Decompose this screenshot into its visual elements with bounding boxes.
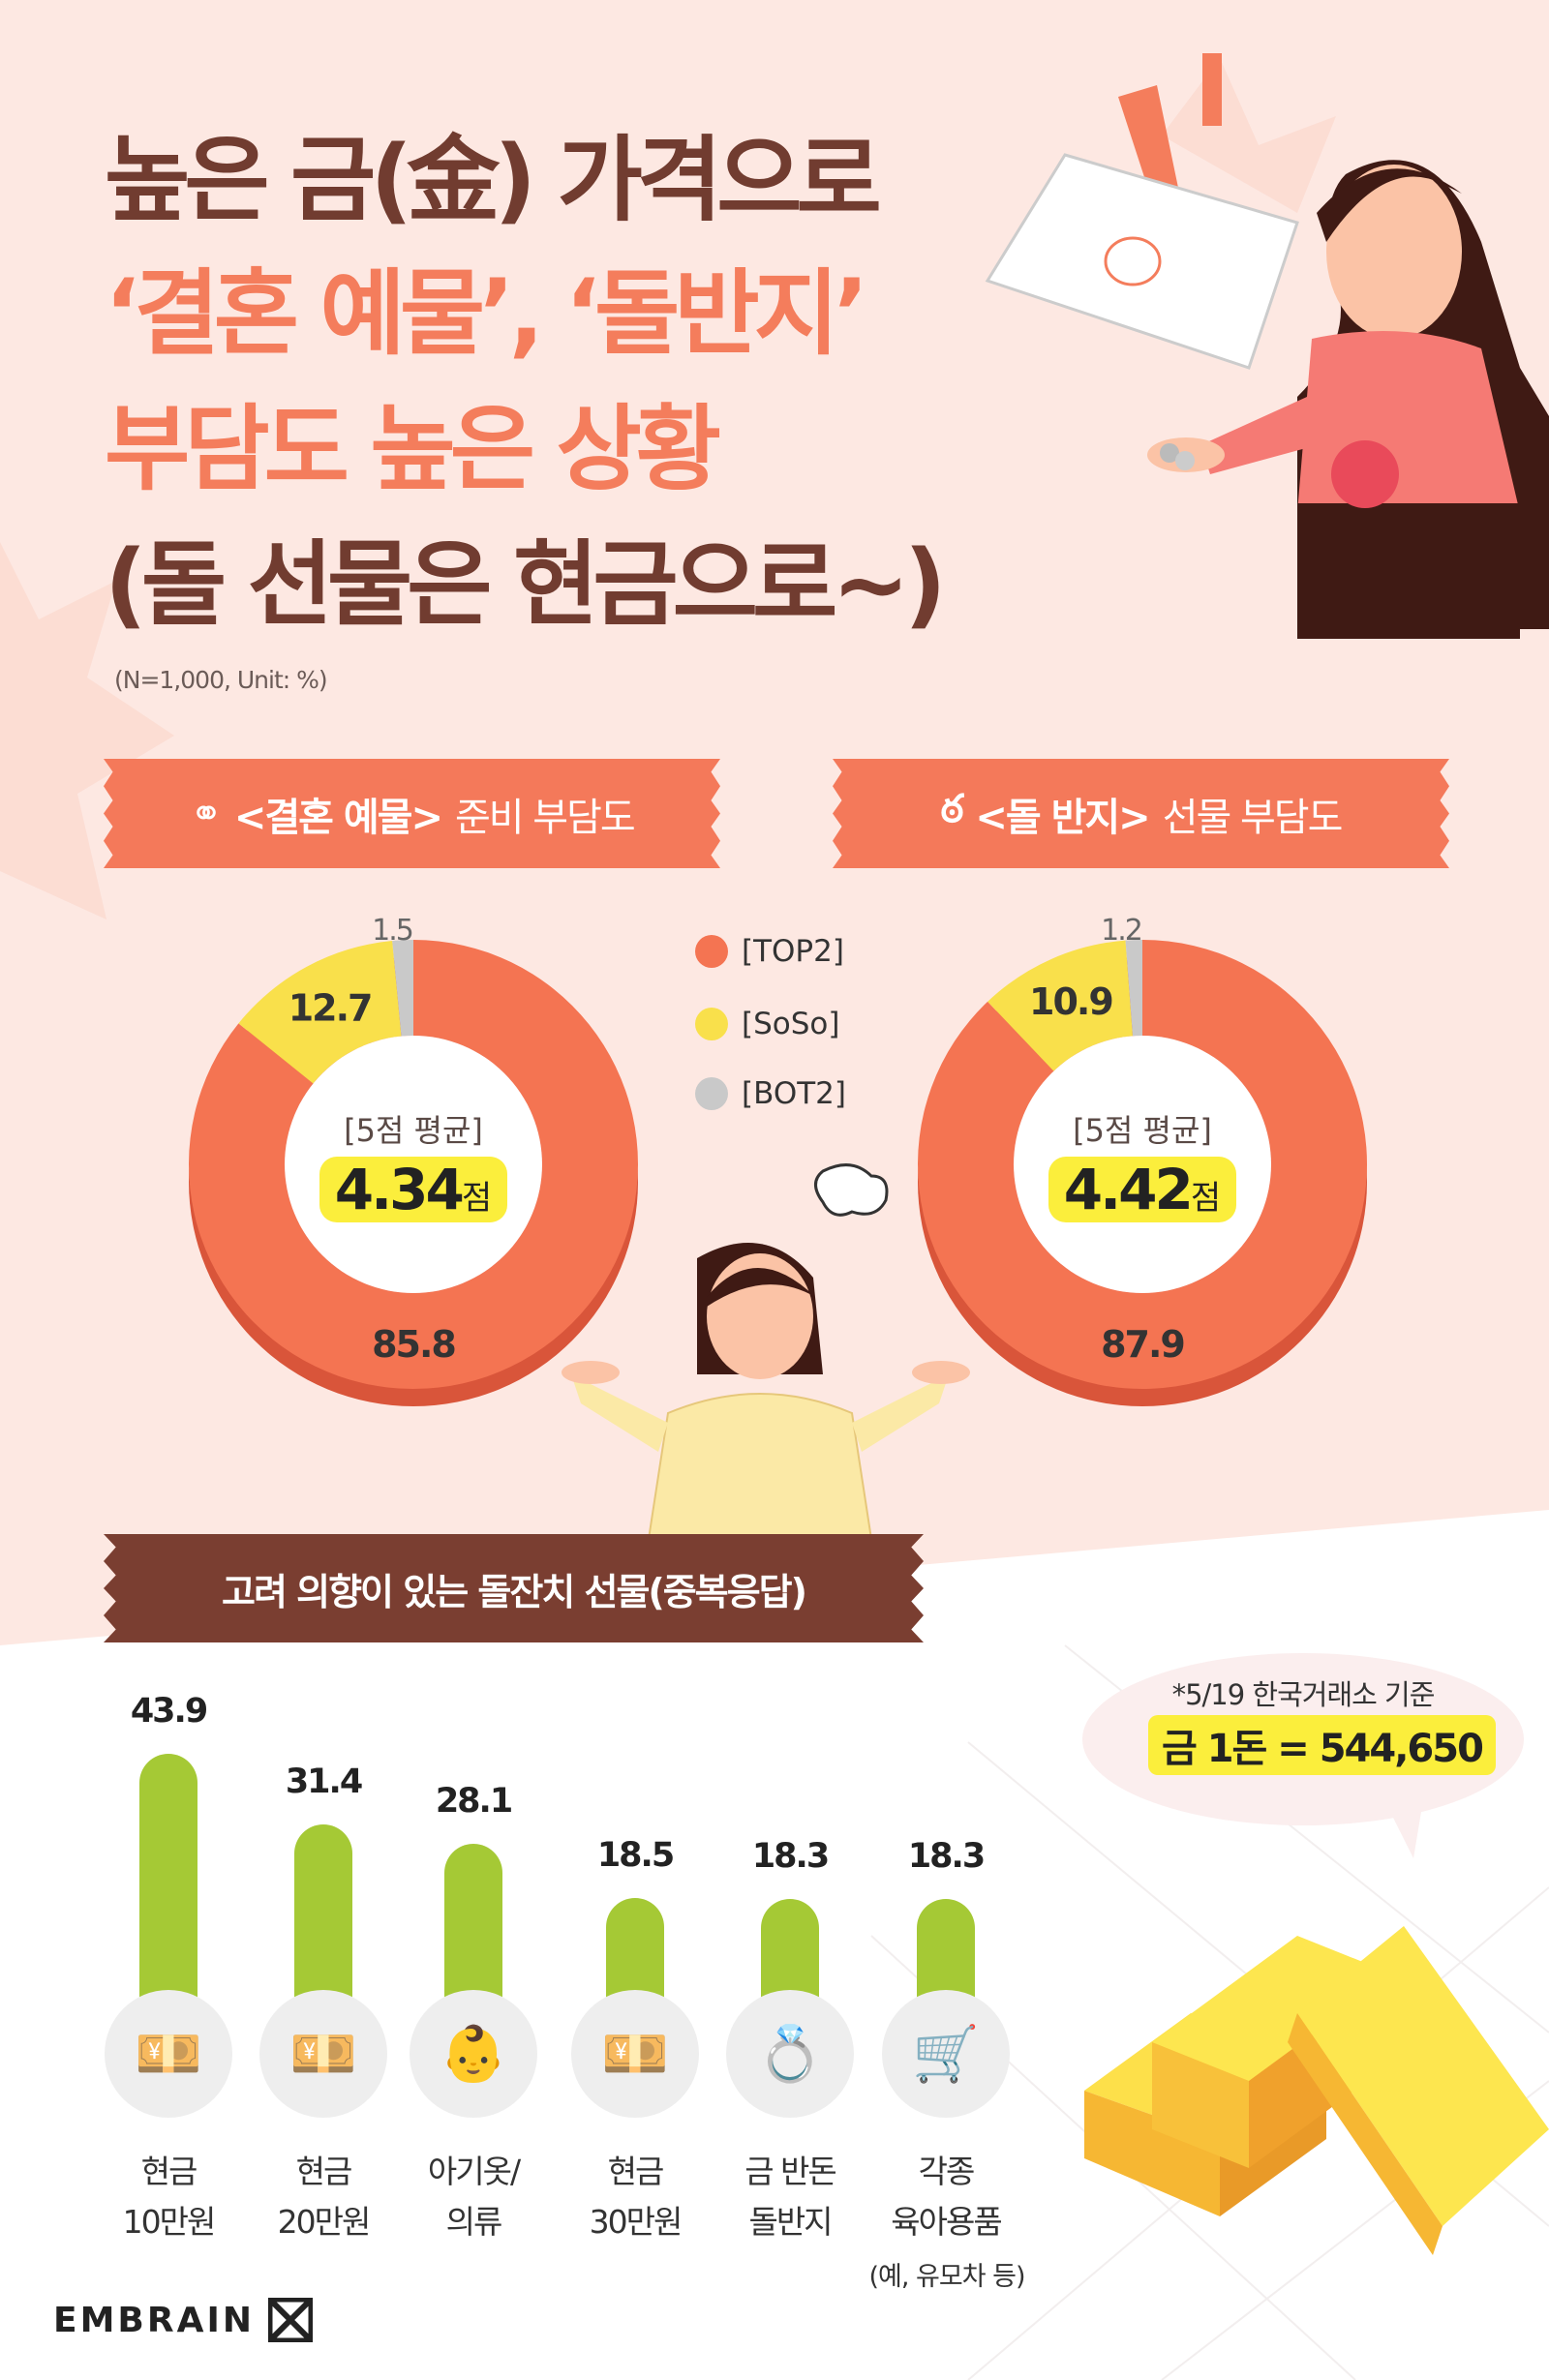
- speech-bubble-tail: [1384, 1800, 1423, 1858]
- banner-gift-intentions: 고려 의향이 있는 돌잔치 선물(중복응답): [104, 1534, 924, 1642]
- bar-0: [139, 1753, 197, 2023]
- brand-name: EMBRAIN: [53, 2300, 255, 2340]
- bar-category-label: 현금 30만원: [553, 2147, 717, 2247]
- average-label: [5점 평균]: [344, 1112, 483, 1149]
- category-line-2: 육아용품: [891, 2203, 1002, 2241]
- category-line-1: 현금: [295, 2153, 353, 2190]
- calendar-icon: [985, 153, 1299, 370]
- donut-value-label: 1.2: [1101, 914, 1141, 948]
- donut-center-wedding: [5점 평균] 4.34점: [297, 1106, 530, 1222]
- category-line-1: 현금: [140, 2153, 198, 2190]
- bar-value-label: 31.4: [285, 1762, 363, 1802]
- stroller-icon: 🛒: [882, 1990, 1010, 2118]
- bar-value-label: 18.5: [596, 1836, 675, 1876]
- bar-value-label: 28.1: [435, 1781, 513, 1821]
- bar-value-label: 18.3: [907, 1837, 986, 1877]
- banner-title-rest: 준비 부담도: [454, 795, 636, 840]
- pacifier-icon: ఠ: [940, 786, 964, 831]
- donut-slice-soso: [987, 940, 1133, 1071]
- legend-dot: [695, 935, 728, 968]
- sample-note: (N=1,000, Unit: %): [114, 666, 328, 694]
- category-line-2: 의류: [445, 2203, 503, 2241]
- legend-label: [BOT2]: [742, 1076, 846, 1111]
- banner-title-bold: <결혼 예물>: [233, 795, 443, 840]
- donut-value-label: 85.8: [372, 1323, 455, 1366]
- legend-item-top2: [TOP2]: [695, 934, 844, 969]
- cash-icon: 💴: [571, 1990, 699, 2118]
- legend-dot: [695, 1077, 728, 1110]
- baby-clothes-icon: 👶: [410, 1990, 537, 2118]
- donut-slice-top2: [188, 940, 638, 1389]
- legend-dot: [695, 1008, 728, 1040]
- banner-title-rest: 선물 부담도: [1162, 795, 1344, 840]
- bar-category-label: 현금 10만원: [86, 2147, 251, 2247]
- bar-value-label: 18.3: [751, 1837, 830, 1877]
- category-line-2: 20만원: [277, 2203, 372, 2241]
- legend-item-soso: [SoSo]: [695, 1007, 839, 1041]
- category-line-2: 30만원: [589, 2203, 683, 2241]
- gold-price-value: 금 1돈 = 544,650: [1148, 1715, 1496, 1775]
- embrain-logo: EMBRAIN: [53, 2298, 313, 2342]
- gold-ring-icon: 💍: [726, 1990, 854, 2118]
- bar-1: [294, 1824, 352, 2023]
- average-score: 4.34점: [319, 1157, 508, 1222]
- donut-slice-top2: [918, 940, 1367, 1389]
- title-line-4: (돌 선물은 현금으로~): [105, 530, 947, 639]
- category-line-2: 10만원: [122, 2203, 217, 2241]
- banner-first-birthday-ring: ఠ <돌 반지> 선물 부담도: [833, 759, 1449, 868]
- gold-price-note: *5/19 한국거래소 기준: [1171, 1678, 1436, 1711]
- legend-item-bot2: [BOT2]: [695, 1076, 846, 1111]
- confused-woman-illustration: [562, 1163, 970, 1539]
- bar-value-label: 43.9: [130, 1691, 208, 1731]
- title-line-3: 부담도 높은 상황: [105, 395, 721, 503]
- donut-slice-soso: [238, 941, 402, 1084]
- average-unit: 점: [461, 1179, 493, 1218]
- crying-woman-illustration: [985, 53, 1549, 639]
- average-value: 4.42: [1063, 1157, 1194, 1222]
- bar-category-label: 현금 20만원: [241, 2147, 406, 2247]
- donut-value-label: 10.9: [1029, 980, 1112, 1023]
- banner-wedding-gifts: ⚭ <결혼 예물> 준비 부담도: [104, 759, 720, 868]
- cash-icon: 💴: [259, 1990, 387, 2118]
- donut-slice-bot2: [1125, 940, 1142, 1037]
- category-line-1: 아기옷/: [427, 2153, 521, 2190]
- legend-label: [SoSo]: [742, 1007, 840, 1041]
- category-line-1: 금 반돈: [744, 2153, 837, 2190]
- category-note: (예, 유모차 등): [868, 2262, 1025, 2292]
- bar-chart-title: 고려 의향이 있는 돌잔치 선물(중복응답): [221, 1570, 807, 1613]
- thought-bubble-icon: [814, 1163, 889, 1217]
- donut-center-ring: [5점 평균] 4.42점: [1026, 1106, 1259, 1222]
- average-unit: 점: [1190, 1179, 1222, 1218]
- category-line-1: 각종: [918, 2153, 976, 2190]
- donut-value-label: 12.7: [289, 986, 372, 1029]
- donut-slice-bot2: [392, 940, 413, 1037]
- legend-label: [TOP2]: [742, 934, 844, 969]
- gold-bars-illustration: [1084, 1926, 1549, 2255]
- average-score: 4.42점: [1048, 1157, 1237, 1222]
- donut-value-label: 1.5: [372, 914, 412, 948]
- average-label: [5점 평균]: [1073, 1112, 1212, 1149]
- embrain-logo-icon: [267, 2298, 313, 2342]
- title-line-1: 높은 금(金) 가격으로: [105, 126, 882, 234]
- bar-category-label: 아기옷/의류: [391, 2147, 556, 2247]
- purse-icon: [1331, 440, 1399, 508]
- category-line-1: 현금: [607, 2153, 665, 2190]
- category-line-2: 돌반지: [748, 2203, 833, 2241]
- average-value: 4.34: [334, 1157, 465, 1222]
- cash-icon: 💴: [105, 1990, 232, 2118]
- donut-value-label: 87.9: [1101, 1323, 1184, 1366]
- banner-title-bold: <돌 반지>: [975, 795, 1150, 840]
- title-line-2: ‘결혼 예물’, ‘돌반지’: [105, 259, 868, 368]
- rings-icon: ⚭: [190, 791, 222, 836]
